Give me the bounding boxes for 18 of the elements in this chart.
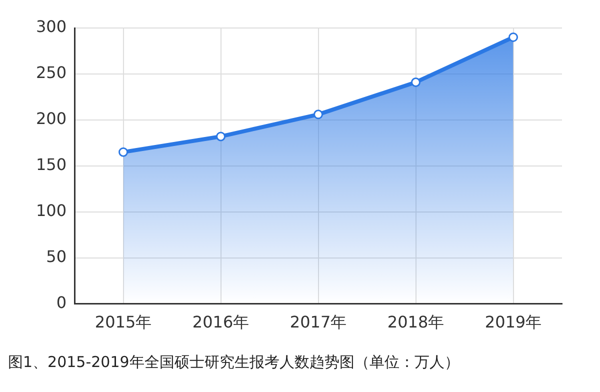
y-tick-label: 200 <box>36 109 67 128</box>
y-tick-label: 0 <box>56 292 67 312</box>
x-tick-label: 2017年 <box>290 312 347 332</box>
point <box>508 32 518 42</box>
y-tick-label: 300 <box>36 17 67 36</box>
x-tick-label: 2016年 <box>192 312 250 332</box>
x-tick-label: 2019年 <box>484 312 542 332</box>
point <box>118 147 128 157</box>
y-tick-label: 250 <box>36 63 67 82</box>
point <box>314 110 324 120</box>
point <box>411 77 421 87</box>
x-tick-label: 2018年 <box>387 312 444 332</box>
y-tick-label: 50 <box>46 246 67 266</box>
y-tick-label: 100 <box>36 201 67 220</box>
x-tick-label: 2015年 <box>94 312 152 332</box>
point <box>216 132 226 142</box>
y-tick-label: 150 <box>36 155 67 174</box>
caption: 图1、2015-2019年全国硕士研究生报考人数趋势图（单位：万人） <box>8 353 460 372</box>
